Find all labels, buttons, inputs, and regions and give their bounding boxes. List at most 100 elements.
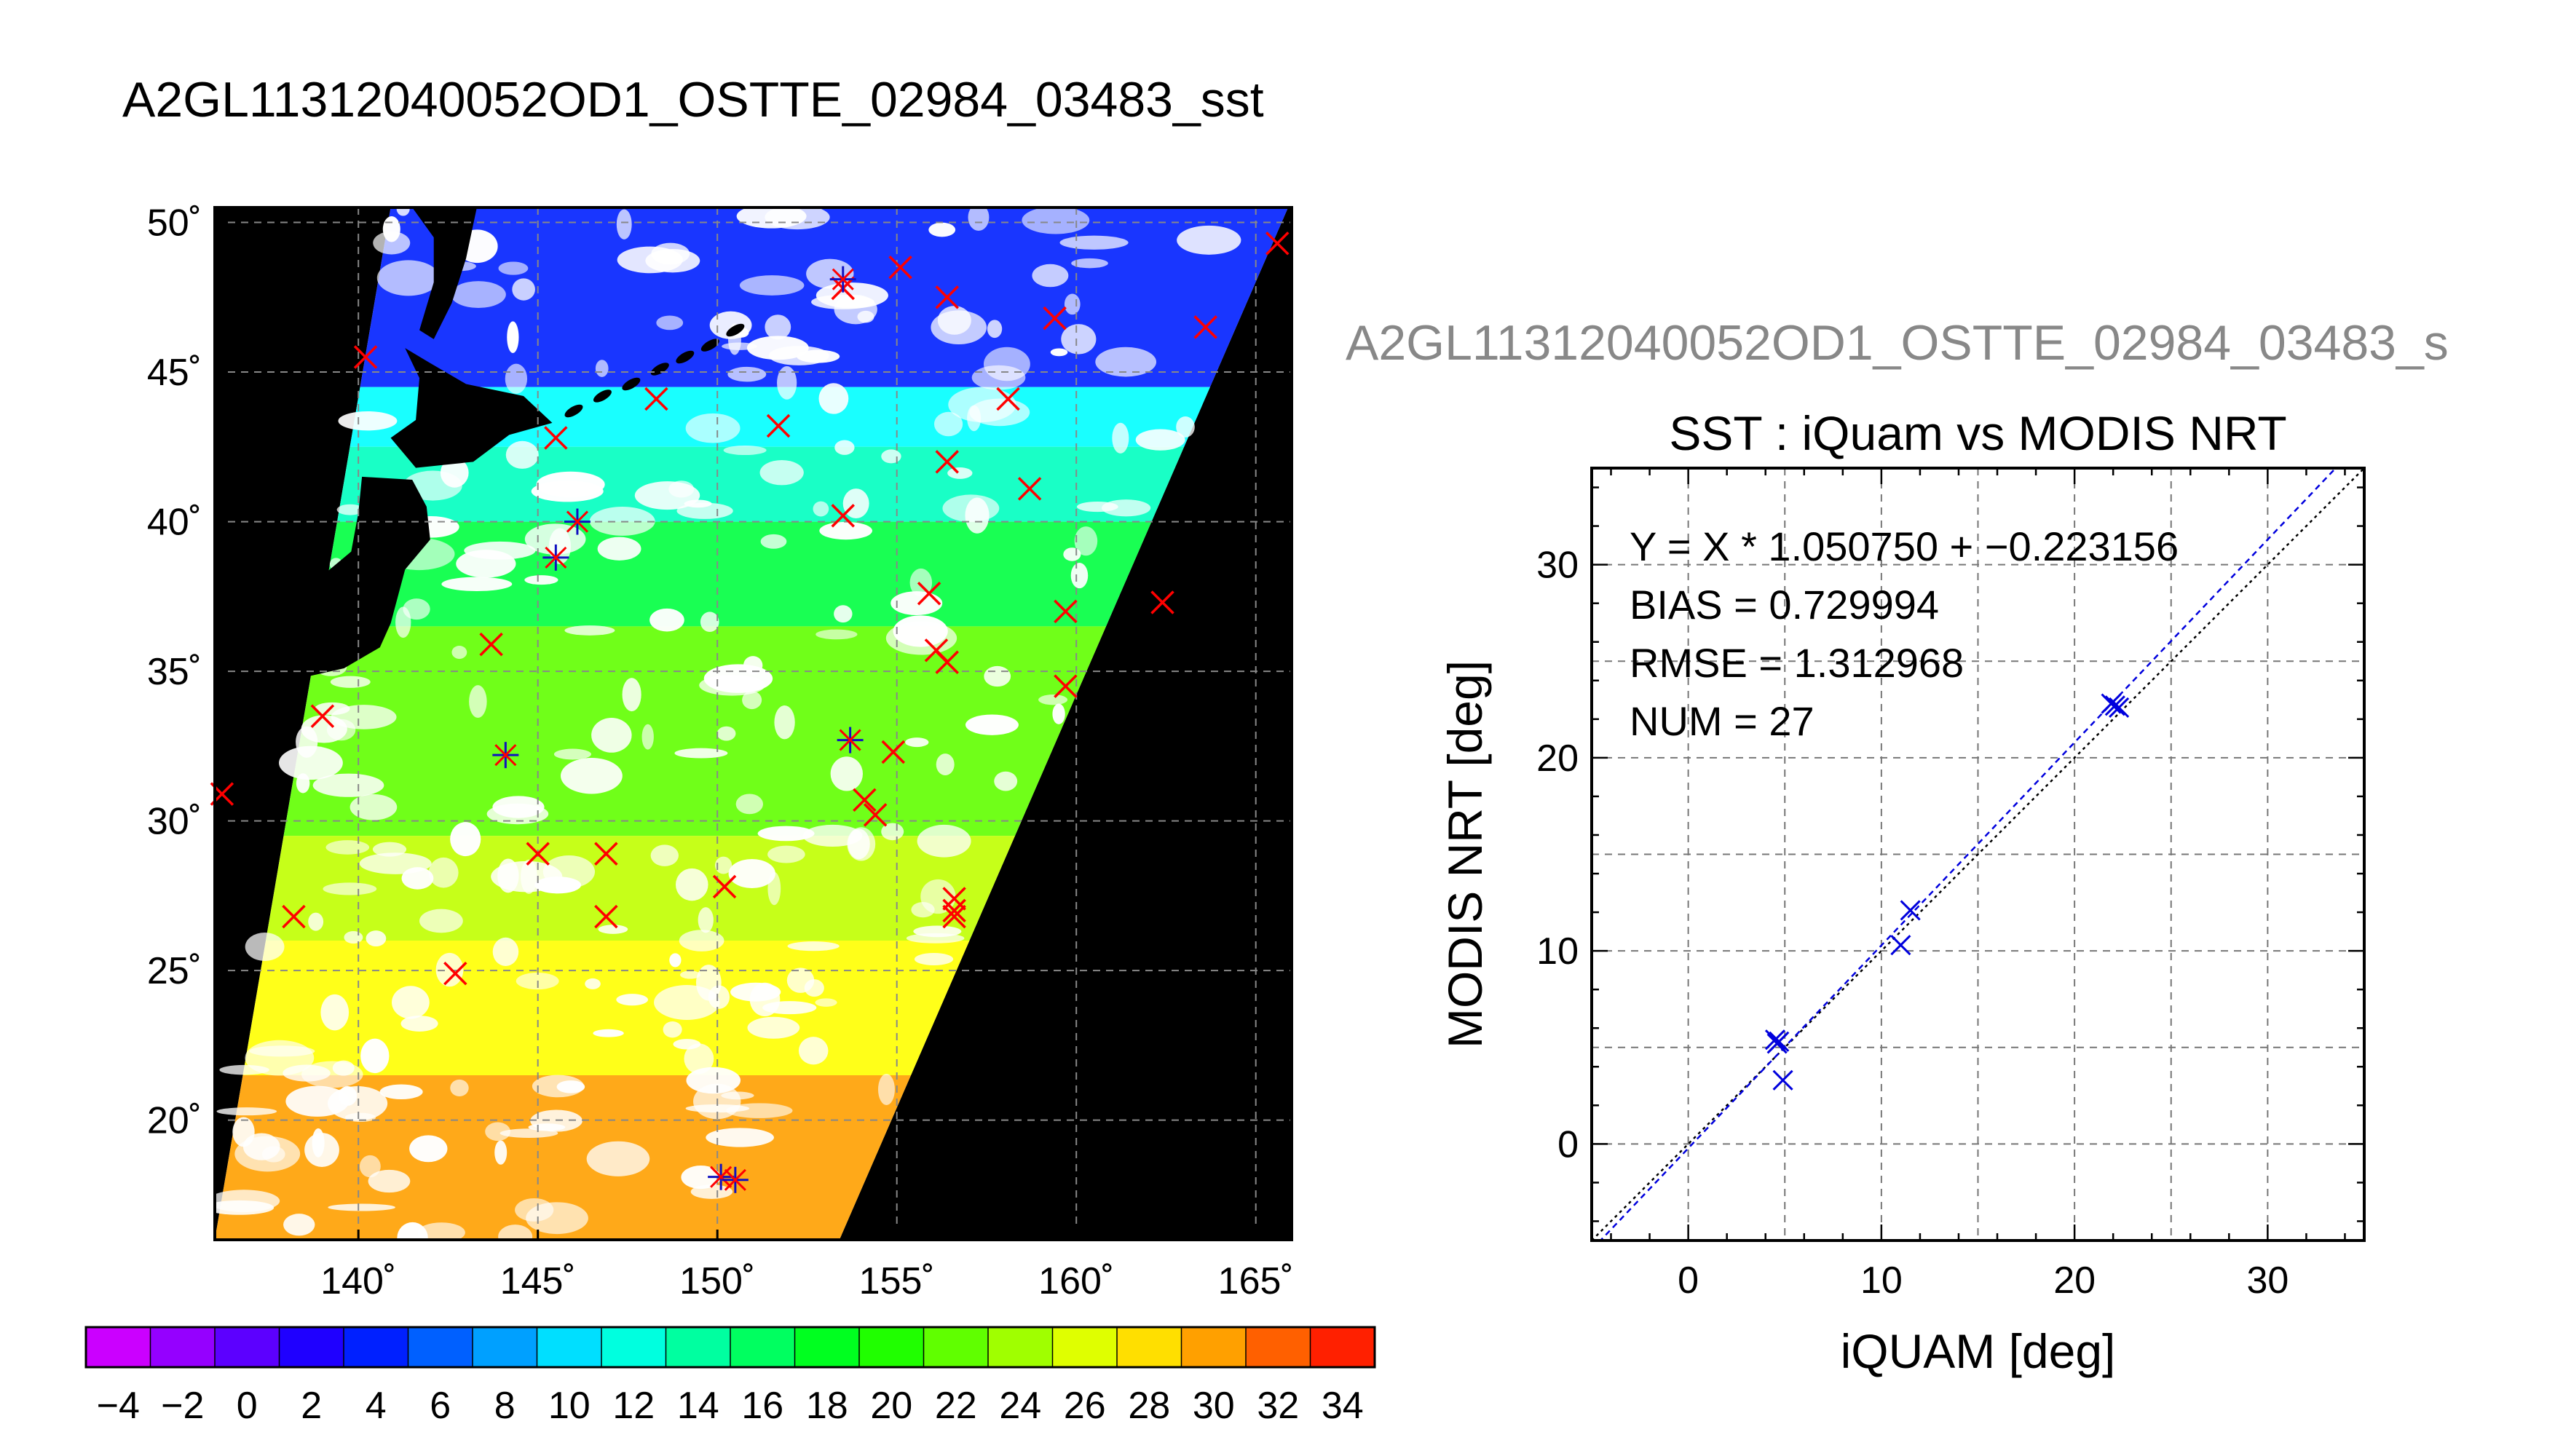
colorbar-swatch: [730, 1327, 796, 1367]
cloud-patch: [804, 979, 824, 997]
cloud-patch: [739, 275, 805, 296]
iquam-marker: [881, 740, 906, 764]
cloud-patch: [492, 796, 545, 818]
cloud-patch: [622, 678, 641, 712]
cloud-patch: [668, 480, 695, 498]
cloud-patch: [400, 1016, 438, 1032]
scatter-point-stroke: [1900, 900, 1921, 921]
iquam-marker: [594, 842, 618, 866]
iquam-marker-stroke: [443, 961, 467, 986]
cloud-patch: [1050, 348, 1068, 357]
cloud-patch: [1061, 324, 1097, 355]
colorbar-swatch: [215, 1327, 280, 1367]
cloud-patch: [722, 342, 757, 350]
cloud-patch: [464, 541, 536, 560]
cloud-patch: [765, 314, 791, 340]
cloud-patch: [330, 676, 371, 688]
cloud-patch: [798, 1037, 829, 1065]
cloud-patch: [586, 1141, 650, 1176]
sst-band-4: [283, 626, 1106, 836]
iquam-marker-stroke: [1193, 315, 1217, 339]
cloud-patch: [777, 365, 797, 400]
iquam-marker-stroke: [479, 632, 503, 657]
iquam-marker-stroke: [1043, 306, 1067, 331]
cloud-patch: [419, 909, 463, 933]
rmse-value: RMSE = 1.312968: [1630, 640, 1964, 686]
kuril-island: [700, 339, 719, 352]
iquam-marker-stroke: [353, 345, 378, 369]
cloud-patch: [505, 440, 539, 469]
land-mass-0: [390, 348, 553, 468]
scatter-plot-area: [1592, 468, 2364, 1241]
matched-marker: [492, 742, 519, 769]
cloud-patch: [441, 577, 513, 591]
colorbar-swatch: [86, 1327, 151, 1367]
cloud-patch: [767, 871, 781, 906]
cloud-patch: [328, 1203, 395, 1211]
cloud-patch: [327, 1085, 388, 1121]
cloud-patch: [1095, 347, 1157, 377]
scatter-point-stroke: [1769, 1031, 1790, 1052]
sst-colorbar: −4 −2 0 2 4 6 8 10 12 14 16 18 20 22 24 26 28 30 32 34: [84, 1326, 1376, 1427]
cloud-patch: [498, 261, 529, 275]
scatter-frame: [1590, 467, 2366, 1242]
matched-marker-stroke: [839, 729, 861, 751]
cloud-patch: [359, 852, 432, 874]
iquam-marker-stroke: [853, 788, 877, 812]
colorbar-swatch: [1181, 1327, 1247, 1367]
cloud-patch: [727, 366, 767, 382]
cloud-patch: [1135, 429, 1185, 451]
colorbar-swatch: [1052, 1327, 1118, 1367]
iquam-marker: [712, 874, 737, 899]
cloud-patch: [877, 1073, 895, 1105]
cloud-patch: [505, 363, 528, 394]
cloud-patch: [598, 925, 628, 934]
cloud-patch: [994, 771, 1018, 791]
cloud-patch: [746, 336, 809, 360]
colorbar-swatch: [601, 1327, 667, 1367]
iquam-marker-stroke: [594, 904, 618, 929]
map-lon-label: 155˚: [859, 1260, 935, 1302]
cloud-patch: [700, 612, 719, 633]
scatter-point-stroke: [2104, 695, 2125, 716]
cloud-patch: [312, 1128, 325, 1158]
matched-marker: [542, 544, 569, 571]
cloud-patch: [690, 1184, 733, 1199]
map-lon-label: 140˚: [320, 1260, 396, 1302]
cloud-patch: [409, 1135, 448, 1163]
cloud-patch: [721, 1091, 754, 1100]
scatter-title: SST : iQuam vs MODIS NRT: [1669, 406, 2286, 460]
cloud-patch: [971, 365, 1026, 390]
cloud-patch: [1070, 563, 1089, 589]
iquam-marker: [935, 450, 959, 474]
cloud-patch: [706, 1128, 774, 1147]
matched-marker-stroke: [566, 510, 588, 533]
cloud-patch: [392, 986, 430, 1019]
cloud-patch: [965, 714, 1019, 735]
iquam-marker: [310, 704, 335, 728]
kuril-island: [726, 323, 745, 337]
cloud-patch: [1071, 258, 1108, 269]
cloud-patch: [1038, 695, 1068, 705]
cloud-patch: [376, 260, 440, 296]
cloud-patch: [649, 608, 684, 632]
cloud-patch: [1176, 416, 1195, 438]
cloud-patch: [698, 907, 714, 933]
cloud-patch: [759, 459, 804, 486]
colorbar-tick-label: 30: [1193, 1385, 1235, 1427]
cloud-patch: [450, 822, 481, 857]
kuril-island: [593, 389, 612, 403]
cloud-patch: [512, 278, 535, 301]
iquam-marker-stroke: [917, 581, 941, 606]
matched-marker-stroke: [545, 546, 567, 569]
iquam-marker: [935, 285, 959, 309]
land-mass-2: [412, 207, 477, 339]
iquam-marker-stroke: [863, 803, 888, 827]
iquam-marker-stroke: [942, 887, 966, 911]
matched-marker-stroke: [494, 744, 517, 767]
secondary-title: A2GL11312040052OD1_OSTTE_02984_03483_s: [1346, 315, 2449, 371]
cloud-patch: [296, 773, 310, 794]
cloud-patch: [593, 1029, 624, 1037]
cloud-patch: [595, 360, 609, 377]
